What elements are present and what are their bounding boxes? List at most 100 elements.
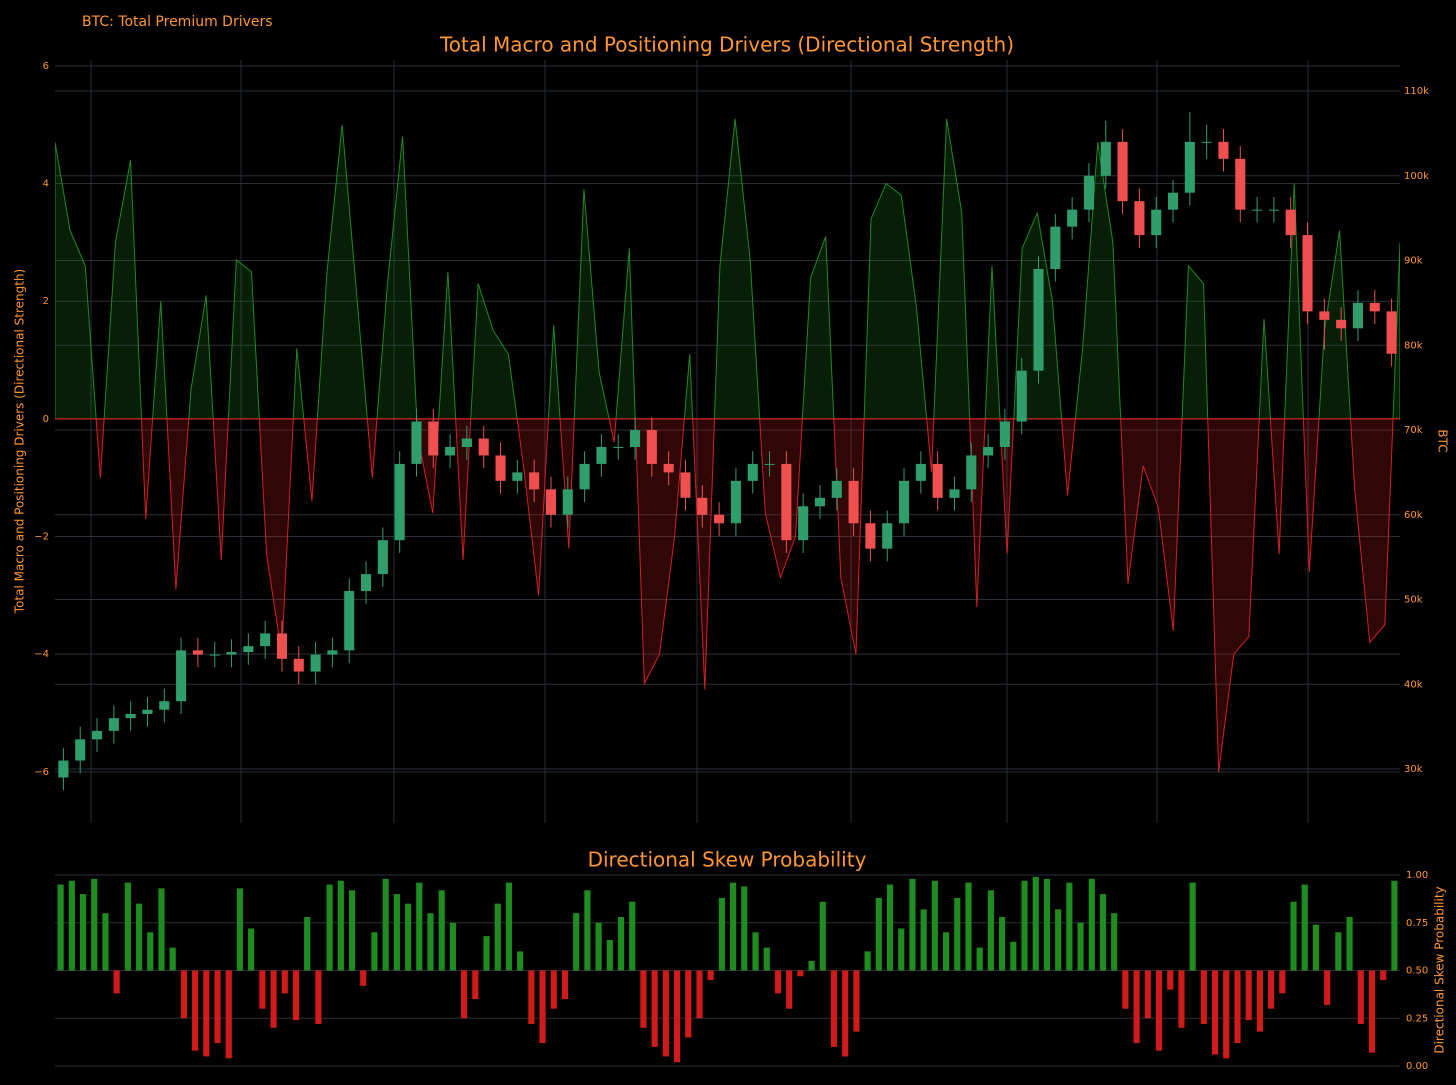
bar	[931, 880, 938, 971]
bar	[1144, 970, 1151, 1019]
bar	[864, 951, 871, 971]
candle-body	[58, 760, 69, 778]
bar	[57, 884, 64, 971]
candle-body	[1369, 302, 1380, 312]
candle-body	[882, 523, 893, 549]
candle-body	[1067, 209, 1078, 227]
candle-body	[1083, 175, 1095, 210]
bar	[584, 890, 591, 971]
bar	[942, 932, 950, 971]
y2-tick-label: 0.50	[1406, 966, 1428, 977]
bar	[1234, 970, 1241, 1044]
bar	[438, 890, 445, 971]
bar	[954, 897, 961, 971]
bar	[1290, 901, 1297, 971]
bar	[371, 932, 378, 971]
candle-body	[983, 446, 994, 456]
y2-tick-label: 110k	[1404, 86, 1429, 97]
candle-body	[545, 489, 557, 515]
y2-tick-label: 40k	[1404, 679, 1423, 690]
y-tick-label: −2	[34, 532, 49, 543]
bar	[1167, 970, 1174, 990]
bar	[1111, 913, 1118, 971]
candle-body	[915, 463, 926, 481]
bar	[1178, 970, 1185, 1028]
candle-body	[176, 650, 187, 702]
bar	[730, 882, 737, 971]
candle-body	[747, 463, 758, 481]
candle-body	[1268, 209, 1279, 211]
bar	[214, 970, 221, 1044]
bar	[1133, 970, 1140, 1044]
bar	[797, 970, 804, 977]
candle-body	[663, 463, 674, 473]
y2-tick-label: 100k	[1404, 171, 1429, 182]
bar	[1335, 932, 1342, 971]
candle-body	[428, 421, 439, 456]
bar	[1200, 970, 1207, 1024]
bar	[505, 882, 513, 971]
candle-body	[495, 455, 506, 481]
bar	[853, 970, 860, 1032]
bar	[281, 970, 288, 994]
bar	[965, 882, 972, 971]
candle-body	[142, 709, 153, 714]
bar	[1223, 970, 1230, 1059]
bar	[1346, 917, 1353, 971]
bar	[494, 903, 501, 971]
candle-body	[1151, 209, 1162, 236]
bar	[819, 901, 826, 971]
candle-body	[1184, 141, 1195, 193]
bar	[68, 880, 75, 971]
candle-body	[949, 489, 960, 498]
candle-body	[377, 540, 388, 575]
candle-body	[91, 730, 103, 740]
bar	[539, 970, 546, 1044]
bar	[1021, 880, 1028, 971]
bar	[304, 917, 311, 971]
candle-body	[310, 654, 321, 672]
bar	[573, 913, 580, 971]
bar	[1324, 970, 1331, 1005]
candle-body	[159, 701, 170, 710]
bar	[561, 970, 569, 1000]
bar	[483, 936, 490, 971]
candle-body	[1050, 226, 1061, 269]
y2-tick-label: 0.00	[1406, 1061, 1428, 1072]
bar	[685, 970, 692, 1038]
bar	[449, 922, 456, 971]
candle-body	[445, 446, 456, 456]
candle-body	[1235, 158, 1246, 210]
bar	[517, 951, 524, 971]
bar	[707, 970, 714, 981]
bar	[1043, 878, 1051, 971]
y-tick-label: 4	[43, 179, 49, 190]
bar	[595, 922, 602, 971]
bar	[79, 894, 87, 971]
candle-body	[529, 472, 540, 490]
bar	[360, 970, 367, 986]
bar	[348, 890, 356, 971]
bar	[169, 947, 176, 971]
candle-body	[1201, 141, 1212, 143]
candle-body	[1285, 209, 1296, 236]
candle-body	[226, 652, 237, 655]
header: BTC: Total Premium Drivers	[82, 14, 273, 30]
y2-tick-label: 0.25	[1406, 1013, 1428, 1024]
candle-body	[293, 658, 304, 672]
bar	[696, 970, 703, 1019]
candle-body	[1319, 311, 1330, 320]
candle-body	[781, 463, 792, 541]
bar	[270, 970, 277, 1028]
candle-body	[1218, 141, 1229, 159]
bar	[416, 882, 423, 971]
bar	[158, 888, 165, 971]
bar	[102, 913, 109, 971]
bar	[752, 932, 759, 971]
bar	[315, 970, 322, 1024]
candle-body	[999, 421, 1010, 447]
bar	[718, 897, 725, 971]
bar	[91, 878, 98, 971]
bar	[1088, 878, 1095, 971]
